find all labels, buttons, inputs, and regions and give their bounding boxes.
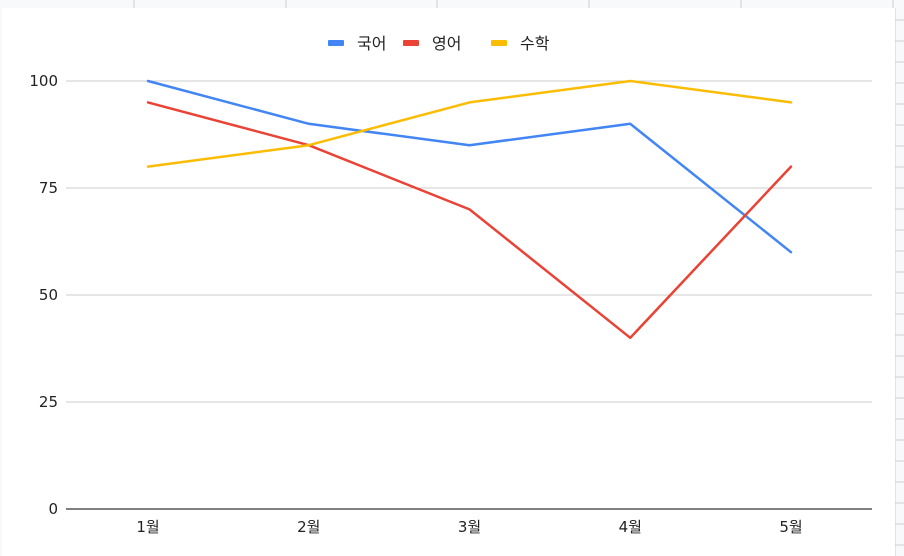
series-line (146, 79, 793, 254)
x-tick-label: 5월 (779, 518, 802, 536)
gridlines (66, 80, 872, 510)
legend: 국어 영어 수학 (328, 34, 550, 53)
legend-label: 수학 (520, 34, 550, 53)
y-axis-tick-labels: 0 25 50 75 100 (29, 72, 58, 518)
y-tick-label: 100 (29, 72, 58, 90)
legend-swatch (328, 40, 344, 46)
x-tick-label: 4월 (619, 518, 642, 536)
legend-label: 국어 (357, 34, 386, 53)
x-tick-label: 1월 (136, 518, 159, 536)
series-line (146, 101, 793, 340)
series-lines (146, 79, 793, 340)
x-tick-label: 2월 (297, 518, 320, 536)
legend-swatch (403, 40, 419, 46)
y-tick-label: 0 (48, 500, 58, 518)
legend-label: 영어 (432, 34, 461, 53)
y-tick-label: 50 (39, 286, 58, 304)
x-tick-label: 3월 (458, 518, 481, 536)
legend-swatch (491, 40, 507, 46)
series-line (146, 79, 793, 168)
y-tick-label: 25 (39, 393, 58, 411)
x-axis-tick-labels: 1월 2월 3월 4월 5월 (136, 518, 802, 536)
y-tick-label: 75 (39, 179, 58, 197)
chart-area (2, 8, 895, 556)
